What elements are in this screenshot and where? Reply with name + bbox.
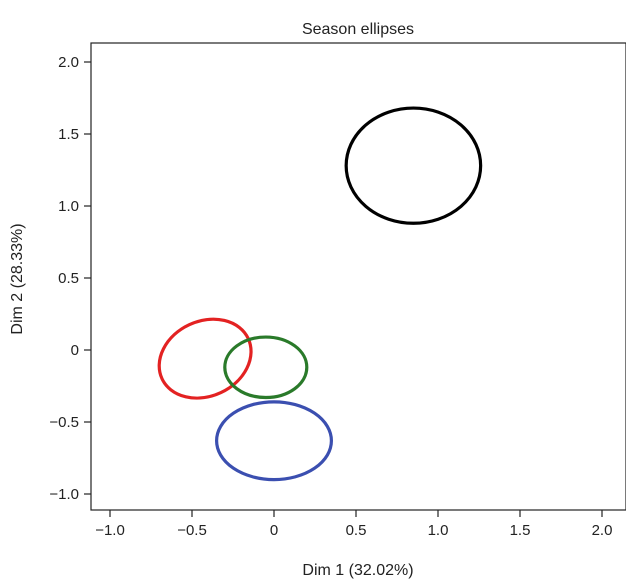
y-tick-label: 0.5 (58, 270, 79, 287)
x-tick-label: −1.0 (95, 522, 125, 539)
y-axis-label: Dim 2 (28.33%) (9, 223, 26, 334)
x-tick-label: 1.5 (510, 522, 531, 539)
x-tick-label: 0.5 (346, 522, 367, 539)
y-tick-label: 0 (71, 342, 79, 359)
season-ellipse-1 (344, 106, 483, 225)
season-ellipse-3 (223, 335, 309, 400)
x-tick-label: 1.0 (428, 522, 449, 539)
y-tick-label: 2.0 (58, 54, 79, 71)
y-axis-ticks: −1.0 −0.5 0 0.5 1.0 1.5 2.0 (49, 54, 91, 503)
y-tick-label: 1.5 (58, 126, 79, 143)
x-axis-label: Dim 1 (32.02%) (302, 562, 413, 579)
chart-title: Season ellipses (302, 21, 414, 38)
season-ellipse-2 (157, 317, 253, 400)
y-tick-label: 1.0 (58, 198, 79, 215)
season-ellipses (157, 106, 483, 482)
plot-frame (90, 42, 626, 511)
y-tick-label: −1.0 (49, 486, 79, 503)
x-tick-label: 0 (270, 522, 278, 539)
x-axis-ticks: −1.0 −0.5 0 0.5 1.0 1.5 2.0 (95, 510, 612, 539)
x-tick-label: 2.0 (592, 522, 613, 539)
x-tick-label: −0.5 (177, 522, 207, 539)
y-tick-label: −0.5 (49, 414, 79, 431)
season-ellipse-4 (215, 400, 334, 482)
